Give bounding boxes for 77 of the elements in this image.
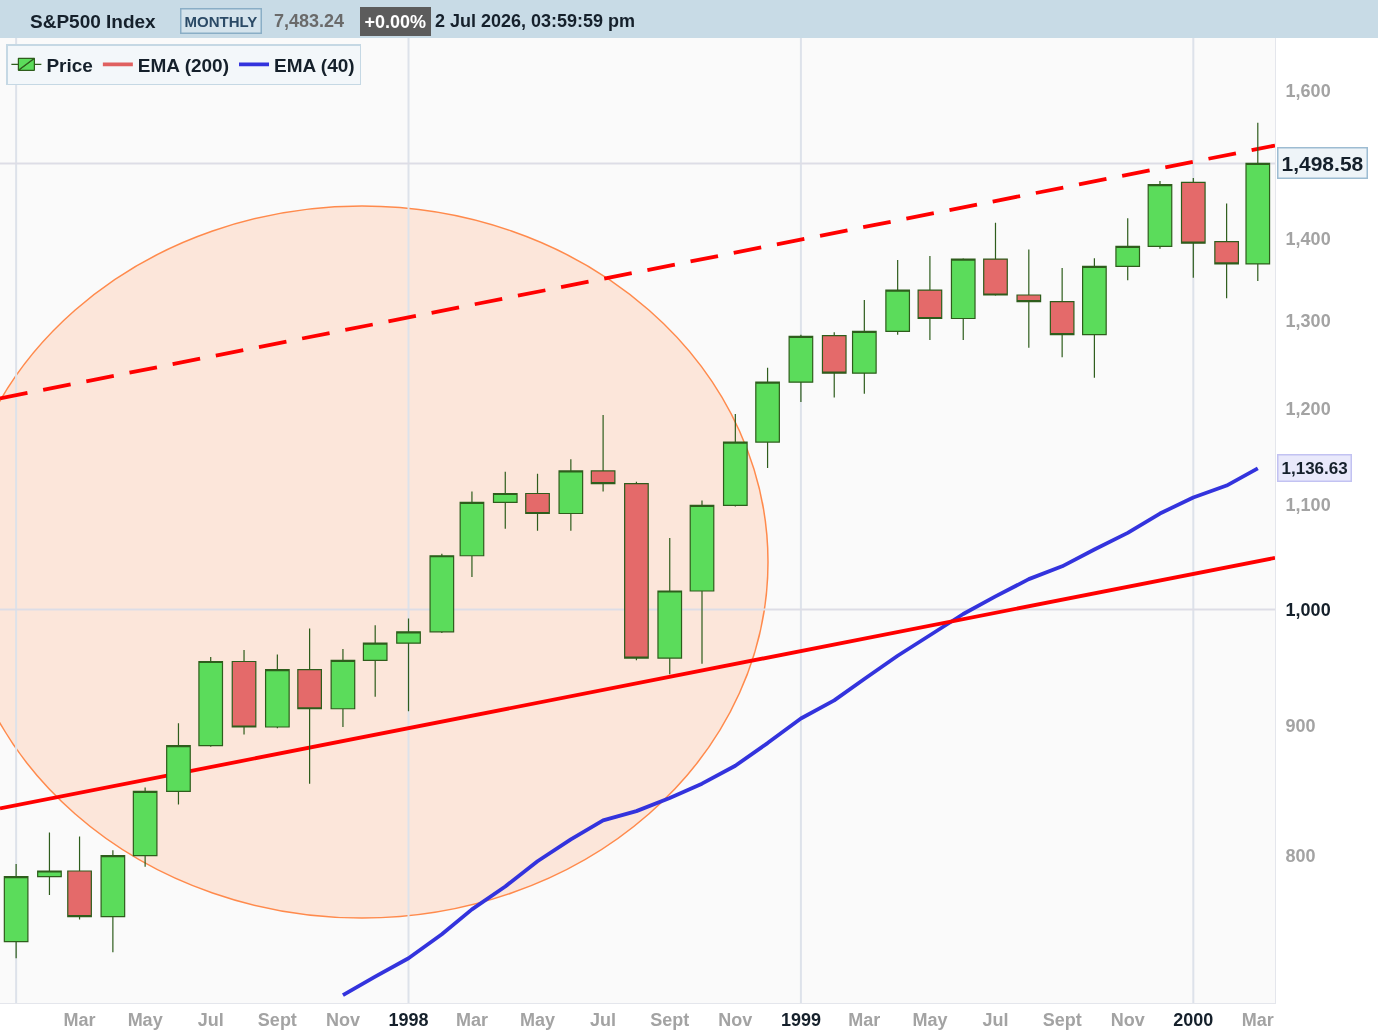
candlestick	[1245, 122, 1271, 282]
candlestick	[3, 863, 29, 959]
x-tick-label: Sept	[1042, 1009, 1082, 1030]
candlestick	[950, 257, 976, 341]
candlestick	[885, 259, 911, 336]
x-tick-label: Jul	[590, 1009, 617, 1030]
x-tick-label: Mar	[63, 1009, 96, 1030]
text: +0.00%	[364, 11, 427, 32]
text: 2 Jul 2026, 03:59:59 pm	[435, 11, 636, 31]
x-tick-label: May	[912, 1009, 948, 1030]
x-tick-label: Mar	[455, 1009, 488, 1030]
candlestick	[722, 413, 748, 508]
candlestick	[983, 222, 1008, 297]
candlestick	[264, 654, 290, 729]
x-tick-label: Nov	[718, 1009, 753, 1030]
x-tick-label: Sept	[650, 1009, 690, 1030]
y-tick-label: 1,400	[1285, 228, 1331, 249]
candlestick	[689, 499, 715, 665]
candlestick	[1115, 217, 1141, 281]
candlestick	[166, 722, 191, 806]
ref-line-label: 1,498.58	[1281, 151, 1364, 175]
candlestick	[492, 471, 518, 530]
legend-label: EMA (200)	[137, 54, 230, 76]
y-tick-label: 1,000	[1285, 599, 1331, 620]
y-tick-label: 900	[1285, 716, 1316, 737]
candlestick	[821, 331, 847, 399]
candlestick	[67, 835, 92, 921]
candlestick	[1016, 248, 1042, 349]
candlestick	[362, 624, 388, 698]
candlestick	[198, 656, 224, 748]
data-label: 1,136.63	[1281, 458, 1348, 478]
candlestick	[100, 849, 126, 953]
x-tick-label: 1998	[388, 1009, 429, 1030]
x-tick-label: May	[520, 1009, 556, 1030]
legend-label: EMA (40)	[274, 54, 355, 76]
candlestick	[558, 458, 584, 532]
x-tick-label: May	[127, 1009, 163, 1030]
y-tick-label: 800	[1285, 846, 1316, 867]
candlestick	[1214, 202, 1240, 299]
text: MONTHLY	[184, 12, 258, 30]
candlestick	[624, 481, 649, 661]
candlestick	[657, 537, 683, 675]
candlestick	[37, 831, 62, 896]
x-tick-label: Jul	[982, 1009, 1009, 1030]
candlestick	[132, 786, 158, 868]
candlestick	[429, 553, 455, 634]
y-tick-label: 1,300	[1285, 310, 1331, 331]
x-tick-label: Mar	[848, 1009, 881, 1030]
candlestick	[1147, 180, 1173, 250]
line-series	[341, 466, 1260, 998]
text: 7,483.24	[274, 11, 345, 31]
candlestick	[459, 490, 485, 578]
x-tick-label: Jul	[197, 1009, 224, 1030]
y-tick-label: 1,100	[1285, 494, 1331, 515]
y-tick-label: 1,600	[1285, 81, 1331, 102]
candlestick	[1049, 267, 1075, 358]
x-tick-label: 1999	[780, 1009, 821, 1030]
candlestick	[297, 627, 322, 785]
y-tick-label: 1,200	[1285, 398, 1331, 419]
candlestick	[330, 648, 356, 728]
candlestick	[1082, 257, 1107, 379]
legend-label: Price	[46, 54, 93, 76]
candlestick	[525, 473, 550, 532]
x-tick-label: 2000	[1173, 1009, 1214, 1030]
candlestick	[851, 299, 877, 395]
candlestick	[396, 617, 421, 712]
candlestick	[1180, 177, 1206, 279]
candlestick	[917, 255, 943, 341]
candlestick	[590, 414, 616, 493]
x-tick-label: Nov	[325, 1009, 360, 1030]
chart-title: S&P500 Index	[30, 10, 157, 32]
candlestick	[231, 649, 257, 736]
candlestick	[755, 367, 780, 469]
x-tick-label: Sept	[257, 1009, 297, 1030]
x-tick-label: Mar	[1241, 1009, 1274, 1030]
x-tick-label: Nov	[1110, 1009, 1145, 1030]
candlestick	[788, 334, 814, 403]
